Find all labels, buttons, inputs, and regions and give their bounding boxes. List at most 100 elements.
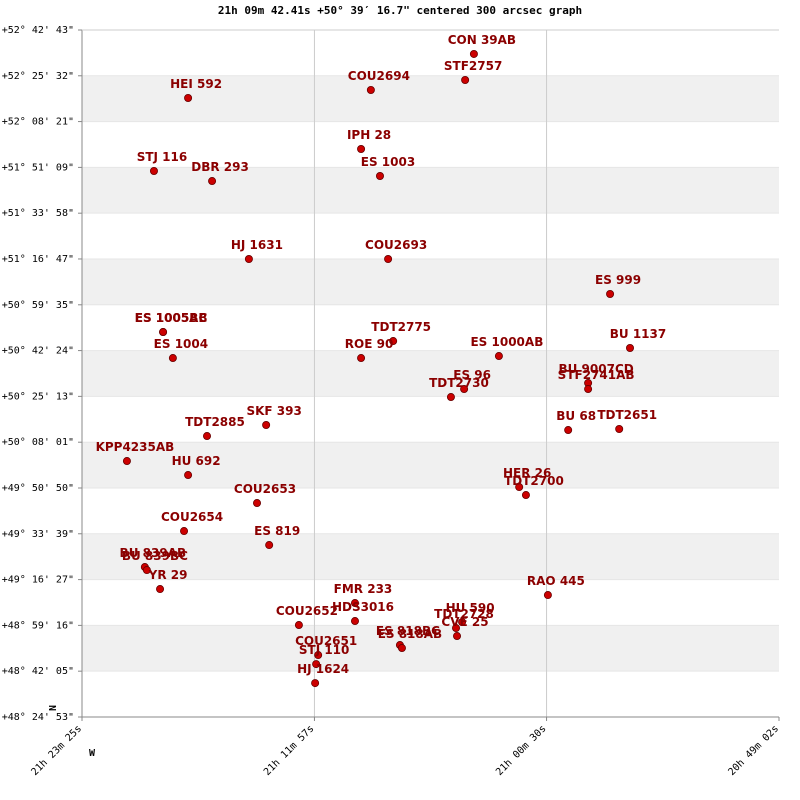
star-point — [184, 471, 193, 480]
star-label: CON 39AB — [448, 33, 516, 47]
star-label: COU2694 — [348, 69, 410, 83]
star-point — [375, 172, 384, 181]
star-point — [312, 660, 321, 669]
star-point — [159, 328, 168, 337]
star-point — [606, 290, 615, 299]
star-point — [452, 624, 461, 633]
star-point — [564, 426, 573, 435]
star-point — [208, 177, 217, 186]
star-point — [494, 352, 503, 361]
star-point — [460, 385, 469, 394]
star-label: DBR 293 — [191, 160, 249, 174]
star-point — [389, 337, 398, 346]
star-label: COU2651 — [295, 634, 357, 648]
star-point — [265, 541, 274, 550]
star-label: ES 1003 — [361, 155, 415, 169]
star-point — [294, 621, 303, 630]
star-label: BU 839AB — [120, 546, 187, 560]
star-point — [397, 644, 406, 653]
grid-band — [82, 442, 779, 488]
star-label: HER 26 — [503, 466, 551, 480]
star-point — [262, 421, 271, 430]
star-label: BU 1137 — [610, 327, 666, 341]
star-label: TDT2730 — [429, 376, 489, 390]
star-point — [357, 145, 366, 154]
star-label: TDT2728 — [434, 607, 494, 621]
star-label: HEI 592 — [170, 77, 222, 91]
y-tick-label: +51° 51' 09" — [2, 162, 74, 173]
x-tick-label: 21h 23m 25s — [30, 723, 85, 778]
star-point — [458, 618, 467, 627]
star-point — [384, 255, 393, 264]
y-tick-label: +48° 59' 16" — [2, 620, 74, 631]
star-label: KPP4235AB — [96, 440, 175, 454]
star-label: HU 692 — [172, 454, 221, 468]
star-point — [180, 527, 189, 536]
star-label: HDS3016 — [332, 600, 394, 614]
y-tick-label: +52° 08' 21" — [2, 117, 74, 128]
y-tick-label: +52° 25' 32" — [2, 71, 74, 82]
star-point — [453, 632, 462, 641]
star-label: ES 1000AB — [470, 335, 543, 349]
star-label: STF2741AB — [558, 368, 635, 382]
grid-band — [82, 350, 779, 397]
star-label: TDT2775 — [371, 320, 431, 334]
star-point — [350, 617, 359, 626]
star-point — [184, 93, 193, 102]
star-point — [244, 255, 253, 264]
star-label: YR 29 — [148, 568, 188, 582]
star-point — [615, 425, 624, 434]
star-label: ES 999 — [595, 273, 641, 287]
grid-band — [82, 625, 779, 672]
star-point — [350, 599, 359, 608]
star-point — [446, 393, 455, 402]
star-point — [521, 491, 530, 500]
star-label: STJ 116 — [137, 150, 188, 164]
x-tick-label: 21h 11m 57s — [262, 723, 317, 778]
star-point — [543, 591, 552, 600]
star-point — [122, 457, 131, 466]
star-label: COU2652 — [276, 604, 338, 618]
star-label: FMR 233 — [334, 582, 393, 596]
y-tick-label: +49° 33' 39" — [2, 529, 74, 540]
x-tick-label: 21h 00m 30s — [494, 723, 549, 778]
star-point — [366, 85, 375, 94]
star-label: BU 839BC — [122, 549, 188, 563]
star-label: STJ 110 — [299, 643, 350, 657]
y-tick-label: +51° 33' 58" — [2, 208, 74, 219]
star-label: HU 590 — [446, 601, 495, 615]
star-point — [311, 679, 320, 688]
star-point — [584, 385, 593, 394]
grid-band — [82, 167, 779, 214]
y-tick-label: +49° 50' 50" — [2, 483, 74, 494]
star-label: ES 1005AB — [135, 311, 208, 325]
star-label: COU2693 — [365, 238, 427, 252]
y-tick-label: +48° 24' 53" — [2, 712, 74, 723]
star-label: RAO 445 — [527, 574, 585, 588]
y-tick-label: +48° 42' 05" — [2, 666, 74, 677]
star-point — [515, 483, 524, 492]
star-label: BU 68 — [556, 409, 596, 423]
star-point — [203, 432, 212, 441]
star-point — [469, 49, 478, 58]
star-label: ROE 90 — [345, 337, 394, 351]
star-point — [461, 76, 470, 85]
y-tick-label: +50° 25' 13" — [2, 391, 74, 402]
star-label: ES 1004 — [154, 337, 208, 351]
star-label: COU2653 — [234, 482, 296, 496]
y-tick-label: +50° 42' 24" — [2, 346, 74, 357]
x-tick-label: 20h 49m 02s — [727, 723, 782, 778]
star-point — [142, 566, 151, 575]
y-tick-label: +49° 16' 27" — [2, 575, 74, 586]
north-label: N — [48, 705, 59, 711]
star-label: ES 96 — [453, 368, 491, 382]
y-tick-label: +51° 16' 47" — [2, 254, 74, 265]
chart-title: 21h 09m 42.41s +50° 39′ 16.7" centered 3… — [218, 4, 582, 17]
star-point — [253, 499, 262, 508]
star-label: BU 9007CD — [558, 362, 633, 376]
star-point — [357, 354, 366, 363]
star-label: HJ 1624 — [297, 662, 349, 676]
star-label: ES 1005BC — [135, 311, 208, 325]
grid-band — [82, 75, 779, 122]
